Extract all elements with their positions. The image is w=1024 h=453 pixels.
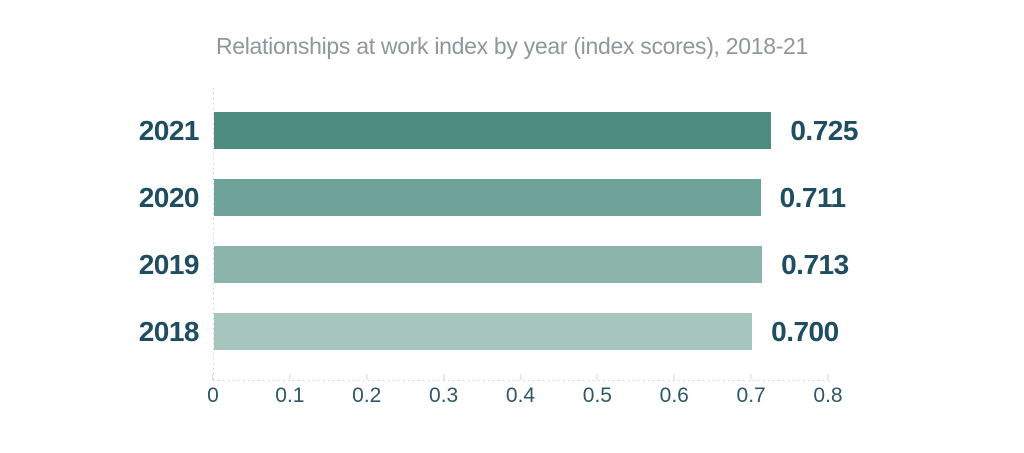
value-label-2018: 0.700 [771,315,839,347]
x-tick-mark [673,374,675,380]
x-tick-0.6: 0.6 [660,374,689,408]
x-tick-label: 0.2 [352,384,382,407]
bar-2021 [214,112,772,149]
value-label-2020: 0.711 [779,181,847,213]
x-tick-0.3: 0.3 [429,374,458,408]
x-tick-mark [212,374,214,380]
category-label-2018: 2018 [138,315,200,347]
y-axis-line [213,88,214,380]
x-tick-mark [443,374,445,380]
category-label-2019: 2019 [138,248,200,280]
x-tick-label: 0.6 [659,384,689,407]
x-tick-0: 0 [207,374,219,408]
value-label-2021: 0.725 [790,114,858,146]
x-tick-0.2: 0.2 [352,374,381,408]
x-tick-label: 0.4 [505,384,536,407]
category-label-2021: 2021 [138,114,200,146]
bar-row-2019: 2019 0.713 [139,246,849,283]
x-tick-0.7: 0.7 [737,374,766,408]
x-tick-0.1: 0.1 [275,374,304,408]
x-tick-label: 0.1 [275,384,305,407]
bar-row-2020: 2020 0.711 [139,179,846,216]
x-tick-label: 0.7 [736,384,766,407]
category-label-2020: 2020 [138,181,200,213]
chart-title: Relationships at work index by year (ind… [215,33,809,59]
bar-2019 [214,246,763,283]
x-tick-mark [827,374,829,380]
bar-2018 [214,313,753,350]
x-tick-label: 0.5 [582,384,612,407]
x-tick-mark [596,374,598,380]
bar-row-2021: 2021 0.725 [139,112,858,149]
x-tick-label: 0.3 [429,384,459,407]
plot-area: 2021 0.725 2020 0.711 2019 0.713 2018 0.… [139,88,858,407]
x-tick-mark [519,374,521,380]
bar-row-2018: 2018 0.700 [139,313,839,350]
x-tick-mark [289,374,291,380]
x-tick-mark [366,374,368,380]
x-tick-0.4: 0.4 [506,374,535,408]
x-axis: 0 0.1 0.2 0.3 0.4 0.5 [207,374,843,410]
x-axis-line [213,380,832,381]
x-tick-0.5: 0.5 [583,374,612,408]
x-tick-mark [750,374,752,380]
bar-2020 [214,179,761,216]
x-tick-0.8: 0.8 [813,374,843,408]
x-tick-label: 0.8 [813,384,843,407]
x-tick-label: 0 [207,384,219,407]
value-label-2019: 0.713 [781,248,849,280]
